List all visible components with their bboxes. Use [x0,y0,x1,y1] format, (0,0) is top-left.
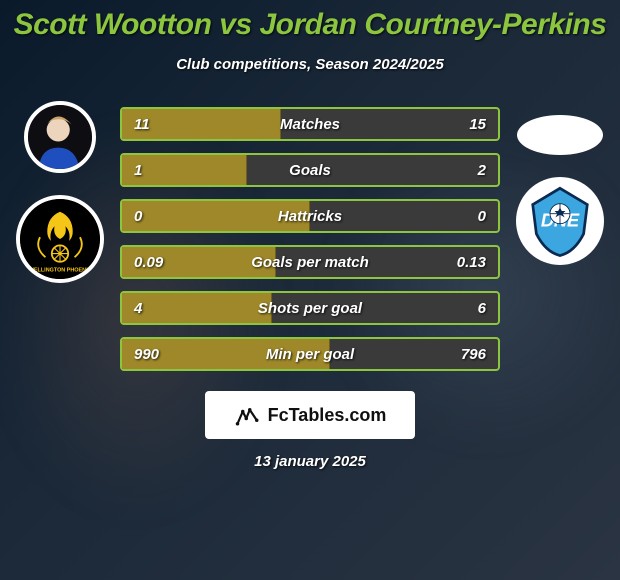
stat-row: 4Shots per goal6 [120,291,500,325]
player-left-avatar [24,101,96,173]
stat-value-right: 6 [478,300,486,317]
subtitle: Club competitions, Season 2024/2025 [176,56,444,73]
page-title: Scott Wootton vs Jordan Courtney-Perkins [14,8,607,42]
stat-label: Hattricks [122,208,498,225]
date-label: 13 january 2025 [254,453,366,470]
stat-row: 0.09Goals per match0.13 [120,245,500,279]
fctables-logo[interactable]: FcTables.com [205,391,415,439]
fctables-logo-text: FcTables.com [268,405,387,426]
wellington-phoenix-icon: WELLINGTON PHOENIX [20,199,100,279]
stat-value-right: 15 [469,116,486,133]
stat-row: 990Min per goal796 [120,337,500,371]
sydney-fc-icon: DNE [520,181,600,261]
stat-row: 11Matches15 [120,107,500,141]
stat-label: Shots per goal [122,300,498,317]
stat-value-right: 0.13 [457,254,486,271]
svg-text:WELLINGTON PHOENIX: WELLINGTON PHOENIX [29,268,92,274]
stat-value-right: 2 [478,162,486,179]
stat-label: Matches [122,116,498,133]
stat-value-right: 0 [478,208,486,225]
stat-bars: 11Matches15 1Goals2 0Hattricks0 0.09Goals p… [120,101,500,371]
right-player-column: DNE [500,101,620,265]
player-right-avatar-placeholder [517,115,603,155]
left-player-column: WELLINGTON PHOENIX [0,101,120,283]
comparison-row: WELLINGTON PHOENIX 11Matches15 1Goals2 0Ha… [0,101,620,371]
stat-row: 0Hattricks0 [120,199,500,233]
stat-row: 1Goals2 [120,153,500,187]
player-right-club-badge: DNE [516,177,604,265]
player-left-club-badge: WELLINGTON PHOENIX [16,195,104,283]
stat-value-right: 796 [461,346,486,363]
stat-label: Goals per match [122,254,498,271]
fctables-logo-icon [234,401,262,429]
stat-label: Goals [122,162,498,179]
content-wrapper: Scott Wootton vs Jordan Courtney-Perkins… [0,0,620,580]
stat-label: Min per goal [122,346,498,363]
player-left-avatar-icon [28,105,92,169]
